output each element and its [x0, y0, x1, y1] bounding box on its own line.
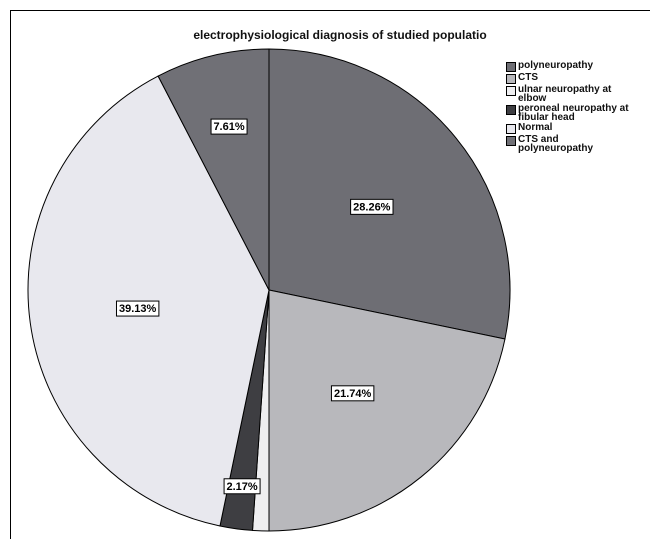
- svg-text:7.61%: 7.61%: [213, 121, 244, 133]
- slice-label-1: 21.74%: [330, 385, 375, 402]
- legend-item: ulnar neuropathy at elbow: [506, 84, 651, 104]
- legend-swatch: [506, 124, 516, 134]
- legend-item: polyneuropathy: [506, 61, 651, 72]
- legend-item: CTS and polyneuropathy: [506, 134, 651, 154]
- legend-item: peroneal neuropathy at fibular head: [506, 103, 651, 123]
- legend-label: peroneal neuropathy at fibular head: [518, 103, 629, 123]
- legend-swatch: [506, 74, 516, 84]
- slice-label-4: 39.13%: [115, 300, 160, 317]
- pie-slice-cts-and-polyneuropathy: [157, 48, 270, 291]
- legend-item: CTS: [506, 73, 651, 84]
- svg-text:28.26%: 28.26%: [353, 201, 391, 213]
- pie-slice-polyneuropathy: [268, 48, 511, 340]
- chart-title: electrophysiological diagnosis of studie…: [193, 28, 487, 42]
- legend-item: Normal: [506, 123, 651, 134]
- pie-slice-cts: [268, 289, 506, 532]
- legend-swatch: [506, 105, 516, 115]
- slice-label-0: 28.26%: [350, 198, 394, 215]
- legend-label: CTS and polyneuropathy: [518, 134, 594, 154]
- slice-label-5: 7.61%: [210, 118, 248, 135]
- legend-swatch: [506, 136, 516, 146]
- legend: polyneuropathy CTS ulnar neuropathy at elb…: [506, 61, 651, 154]
- svg-text:2.17%: 2.17%: [226, 481, 257, 493]
- legend-label: CTS: [518, 72, 538, 83]
- legend-swatch: [506, 62, 516, 72]
- legend-label: polyneuropathy: [518, 60, 594, 71]
- slice-label-3: 2.17%: [223, 478, 261, 495]
- svg-text:21.74%: 21.74%: [334, 388, 372, 400]
- legend-label: Normal: [518, 122, 553, 133]
- legend-swatch: [506, 86, 516, 96]
- legend-label: ulnar neuropathy at elbow: [518, 84, 612, 104]
- svg-text:39.13%: 39.13%: [119, 303, 157, 315]
